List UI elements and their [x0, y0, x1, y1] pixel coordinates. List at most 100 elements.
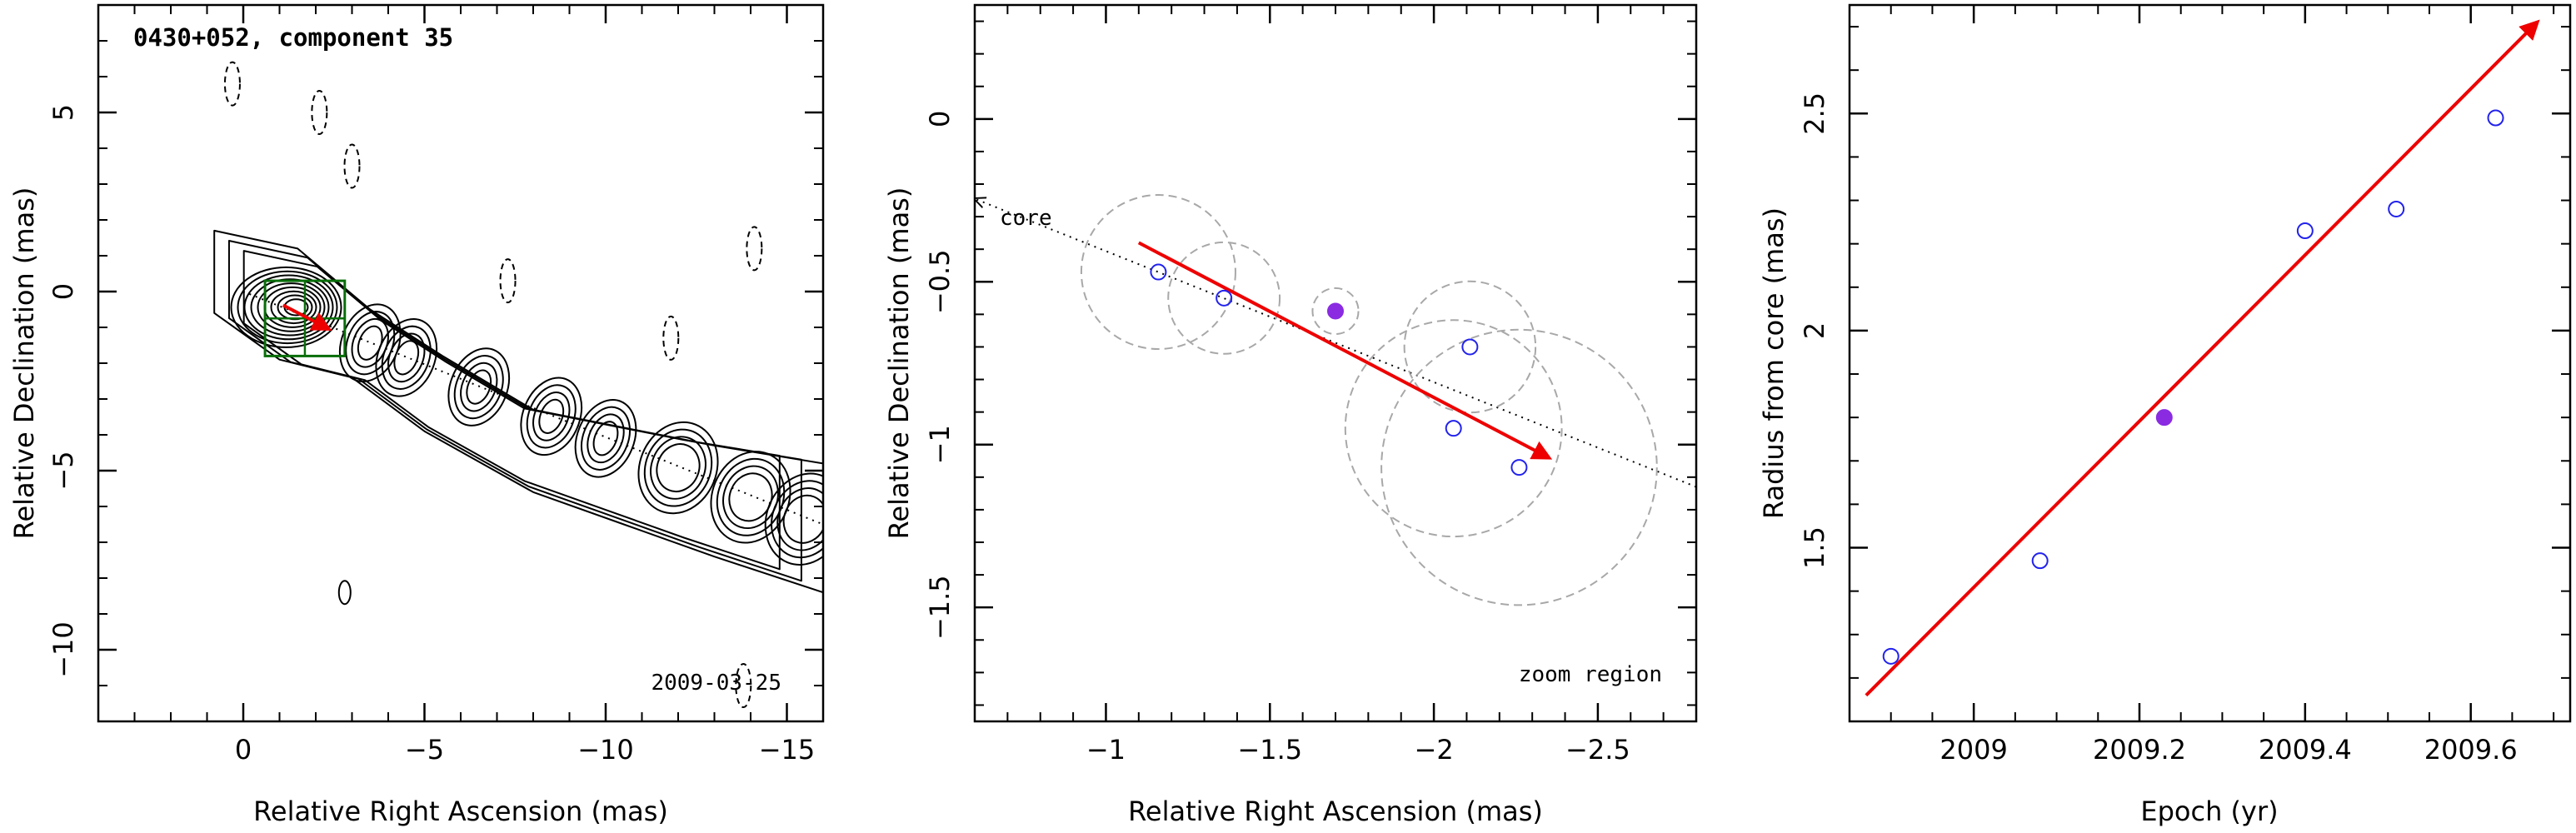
envelope-contour: [227, 240, 802, 582]
panel-3-x-axis-label: Epoch (yr): [2140, 796, 2278, 827]
component-size-circle: [1380, 328, 1658, 606]
jet-contour: [460, 362, 498, 412]
p1-x-tick-label: −5: [405, 734, 444, 766]
negative-contour: [499, 258, 517, 304]
current-epoch-point: [1327, 302, 1344, 320]
jet-contour: [592, 421, 619, 456]
radius-point: [2388, 200, 2405, 217]
jet-contour: [520, 377, 583, 456]
negative-contour: [311, 90, 328, 135]
panel-2-ticks: −1 −1.5 −2 −2.5 0 −0.5 −1 −1.5: [924, 5, 1697, 766]
panel-2-frame: [973, 3, 1698, 723]
panel-2-x-axis-label: Relative Right Ascension (mas): [1128, 796, 1543, 827]
p1-x-tick-label: −10: [577, 734, 634, 766]
panel-1-ticks: 0 −5 −10 −15 5 0 −5 −10: [47, 4, 824, 766]
jet-contour: [526, 384, 577, 449]
negative-contour: [735, 663, 752, 708]
component-size-circle: [1344, 319, 1563, 538]
zoom-region-label: zoom region: [1519, 662, 1662, 687]
p3-x-tick-label: 2009: [1939, 734, 2007, 766]
core-contour: [237, 270, 338, 345]
p2-x-tick-label: −1.5: [1237, 734, 1302, 766]
negative-contour: [746, 226, 763, 272]
p2-x-tick-label: −2: [1415, 734, 1454, 766]
jet-contour: [453, 355, 504, 420]
p1-x-tick-label: 0: [235, 734, 252, 766]
radius-point: [2487, 109, 2504, 127]
jet-contour: [650, 436, 706, 500]
contour-map: [213, 61, 823, 708]
p3-x-tick-label: 2009.2: [2093, 734, 2186, 766]
component-position-point: [1510, 459, 1528, 476]
current-epoch-point: [2155, 409, 2173, 426]
motion-vector: [282, 303, 332, 331]
p3-y-tick-label: 1.5: [1799, 526, 1830, 569]
p1-x-tick-label: −15: [759, 734, 816, 766]
radius-point: [2031, 552, 2049, 570]
p1-y-tick-label: −10: [47, 621, 79, 678]
jet-contour: [581, 406, 631, 471]
jet-contour: [375, 318, 438, 397]
jet-contour: [587, 413, 625, 464]
panel-1-x-axis-label: Relative Right Ascension (mas): [253, 796, 668, 827]
p1-y-tick-label: 5: [47, 104, 79, 121]
jet-contour: [637, 421, 719, 515]
p2-x-tick-label: −1: [1086, 734, 1126, 766]
observation-date: 2009-03-25: [651, 671, 781, 696]
panel-3-ticks: 2009 2009.2 2009.4 2009.6 1.5 2 2.5: [1799, 5, 2570, 766]
core-label: core: [1000, 206, 1052, 231]
core-contour: [257, 282, 326, 332]
p3-y-tick-label: 2.5: [1799, 92, 1830, 135]
core-contour: [270, 290, 317, 325]
core-contour: [250, 278, 330, 337]
p1-y-tick-label: −5: [47, 451, 79, 490]
jet-contour: [643, 428, 713, 507]
jet-contour: [771, 480, 823, 559]
negative-contour: [223, 61, 241, 107]
zoom-panel: −1 −1.5 −2 −2.5 0 −0.5 −1 −1.5 zoom region core…: [883, 3, 1698, 827]
jet-contour: [381, 325, 432, 390]
panel-3-frame: [1848, 3, 2572, 723]
p2-y-tick-label: −1: [924, 425, 956, 464]
p3-x-tick-label: 2009.6: [2424, 734, 2518, 766]
jet-contour: [782, 494, 823, 544]
radius-epoch-panel: 2009 2009.2 2009.4 2009.6 1.5 2 2.5 Epoch (yr)…: [1758, 3, 2572, 827]
radius-point: [2296, 222, 2314, 240]
jet-contour: [345, 311, 396, 376]
jet-contour: [656, 443, 701, 493]
p2-y-tick-label: 0: [924, 111, 956, 127]
motion-vector: [1137, 241, 1553, 460]
component-size-circle: [1403, 280, 1537, 414]
radius-point: [1882, 647, 1900, 665]
jet-axis-to-core: [975, 199, 1696, 488]
jet-contour: [387, 332, 426, 383]
p2-y-tick-label: −0.5: [924, 249, 956, 314]
component-size-circle: [1080, 194, 1236, 351]
component-position-point: [1445, 420, 1462, 437]
contour-island: [337, 580, 352, 606]
component-position-point: [1216, 289, 1233, 307]
p3-x-tick-label: 2009.4: [2259, 734, 2352, 766]
jet-contour: [466, 369, 492, 405]
component-size-circle: [1311, 287, 1360, 336]
fit-line: [1865, 19, 2540, 697]
negative-contour: [662, 315, 680, 361]
p2-x-tick-label: −2.5: [1565, 734, 1630, 766]
panel-1-title: 0430+052, component 35: [133, 23, 453, 52]
radius-epoch-plot: [1865, 19, 2540, 697]
negative-contour: [343, 143, 361, 189]
core-contour: [230, 266, 342, 348]
jet-contour: [574, 399, 637, 478]
zoom-plot: [975, 194, 1696, 606]
envelope-contour: [242, 250, 781, 571]
panel-3-y-axis-label: Radius from core (mas): [1758, 207, 1790, 519]
jet-contour: [728, 472, 773, 522]
panel-2-y-axis-label: Relative Declination (mas): [883, 187, 915, 540]
component-position-point: [1150, 263, 1167, 281]
component-size-circle: [1167, 241, 1281, 355]
p3-y-tick-label: 2: [1799, 322, 1830, 339]
p1-y-tick-label: 0: [47, 283, 79, 300]
panel-1-y-axis-label: Relative Declination (mas): [8, 187, 40, 540]
